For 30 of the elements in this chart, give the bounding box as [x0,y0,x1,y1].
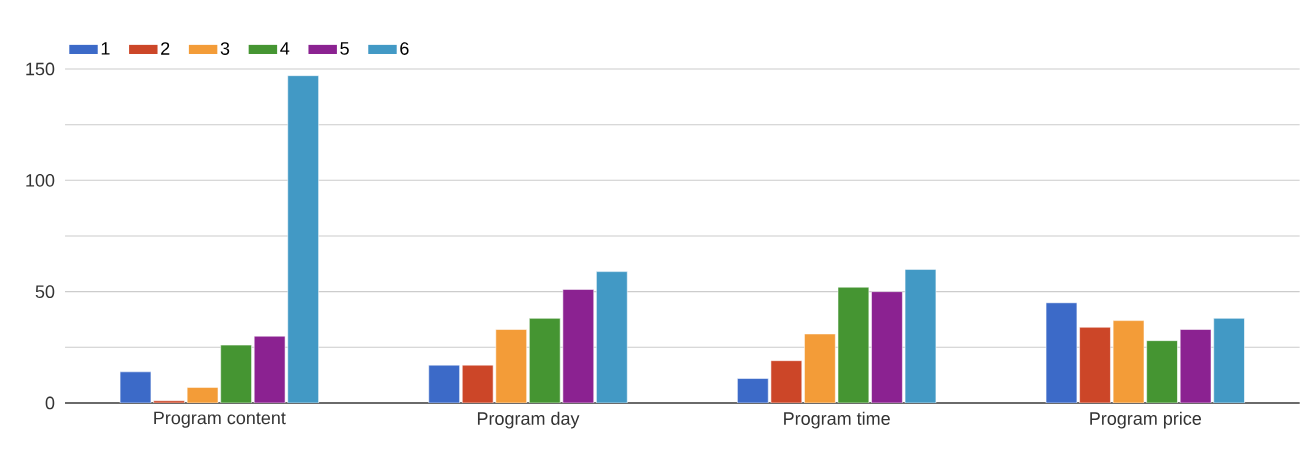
legend-label: 4 [280,42,290,55]
bar [220,344,252,403]
legend-label: 3 [220,42,230,55]
bar [1179,329,1212,403]
x-tick-label: Program content [154,411,286,428]
bar [253,335,286,403]
bar [428,364,460,403]
bar [1112,320,1145,403]
y-tick-label: 0 [45,396,55,410]
y-tick-label: 50 [35,285,55,299]
bar [1146,340,1178,403]
bar [562,289,595,403]
y-tick-label: 100 [26,173,55,187]
y-tick-label: 150 [26,62,55,76]
bar [287,75,319,403]
legend-label: 2 [161,42,170,55]
x-tick-label: Program day [477,411,580,429]
bar [1045,302,1078,403]
bar [1079,327,1111,403]
legend-label: 1 [101,42,110,55]
bar [871,291,903,403]
x-tick-label: Program price [1090,411,1202,429]
bar [904,269,937,403]
bar [529,318,561,403]
legend-label: 5 [340,42,349,55]
bar [596,271,628,403]
bar [1213,318,1245,403]
legend-label: 6 [400,42,409,55]
bar [837,286,870,403]
x-tick-label: Program time [784,411,890,429]
